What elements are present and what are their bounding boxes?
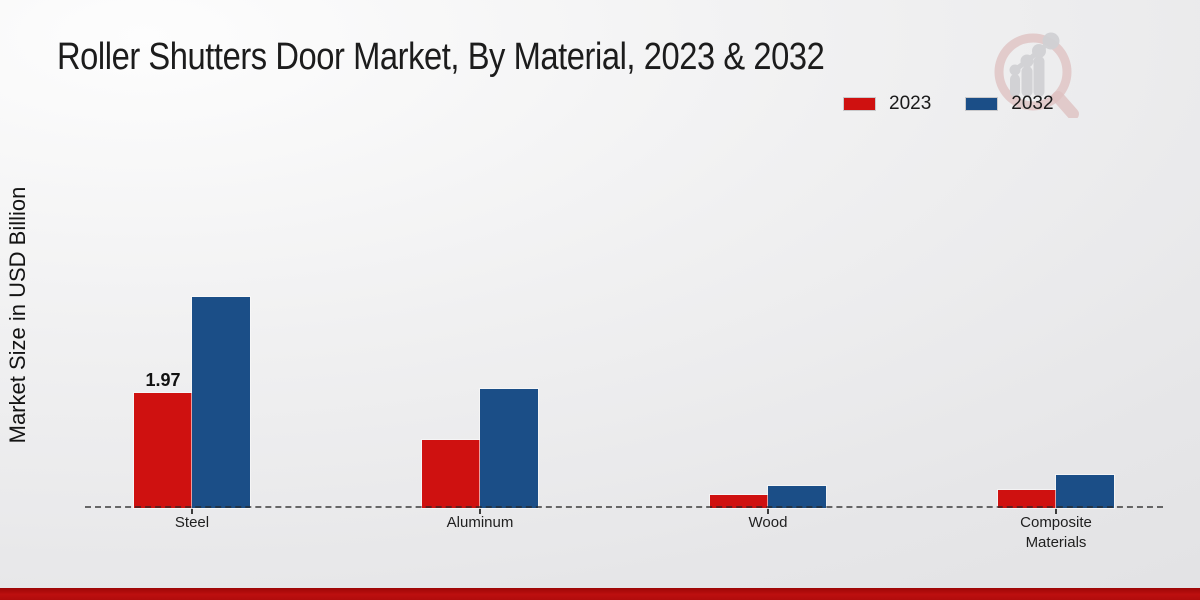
category-label-steel: Steel	[174, 514, 210, 531]
bar-value-label-steel-2023: 1.97	[145, 370, 181, 390]
x-tick-composite-materials	[1055, 508, 1057, 514]
bar-2032-aluminum	[480, 389, 538, 508]
category-label-composite-materials: Composite Materials	[1020, 514, 1092, 552]
footer-accent-bar	[0, 588, 1200, 600]
category-label-aluminum: Aluminum	[446, 514, 514, 531]
legend-item-2023: 2023	[843, 93, 931, 115]
bar-2023-composite-materials	[998, 490, 1056, 508]
chart-title: Roller Shutters Door Market, By Material…	[57, 36, 825, 78]
x-tick-aluminum	[479, 508, 481, 514]
legend-item-2032: 2032	[965, 93, 1054, 115]
bar-2032-wood	[768, 486, 826, 508]
bar-2023-aluminum	[422, 440, 480, 508]
legend-label-2032: 2032	[1011, 93, 1054, 114]
legend-swatch-2023	[843, 97, 876, 111]
bar-2023-steel	[134, 393, 192, 508]
legend: 2023 2032	[843, 93, 1054, 115]
bar-2032-composite-materials	[1056, 475, 1114, 508]
legend-label-2023: 2023	[889, 93, 932, 114]
legend-swatch-2032	[965, 97, 999, 111]
bar-2023-wood	[710, 495, 768, 508]
market-research-magnifier-logo-watermark	[994, 32, 1079, 118]
bar-2032-steel	[192, 297, 250, 508]
category-label-wood: Wood	[748, 514, 788, 531]
x-axis-baseline	[85, 506, 1163, 508]
x-tick-steel	[191, 508, 193, 514]
x-tick-wood	[767, 508, 769, 514]
